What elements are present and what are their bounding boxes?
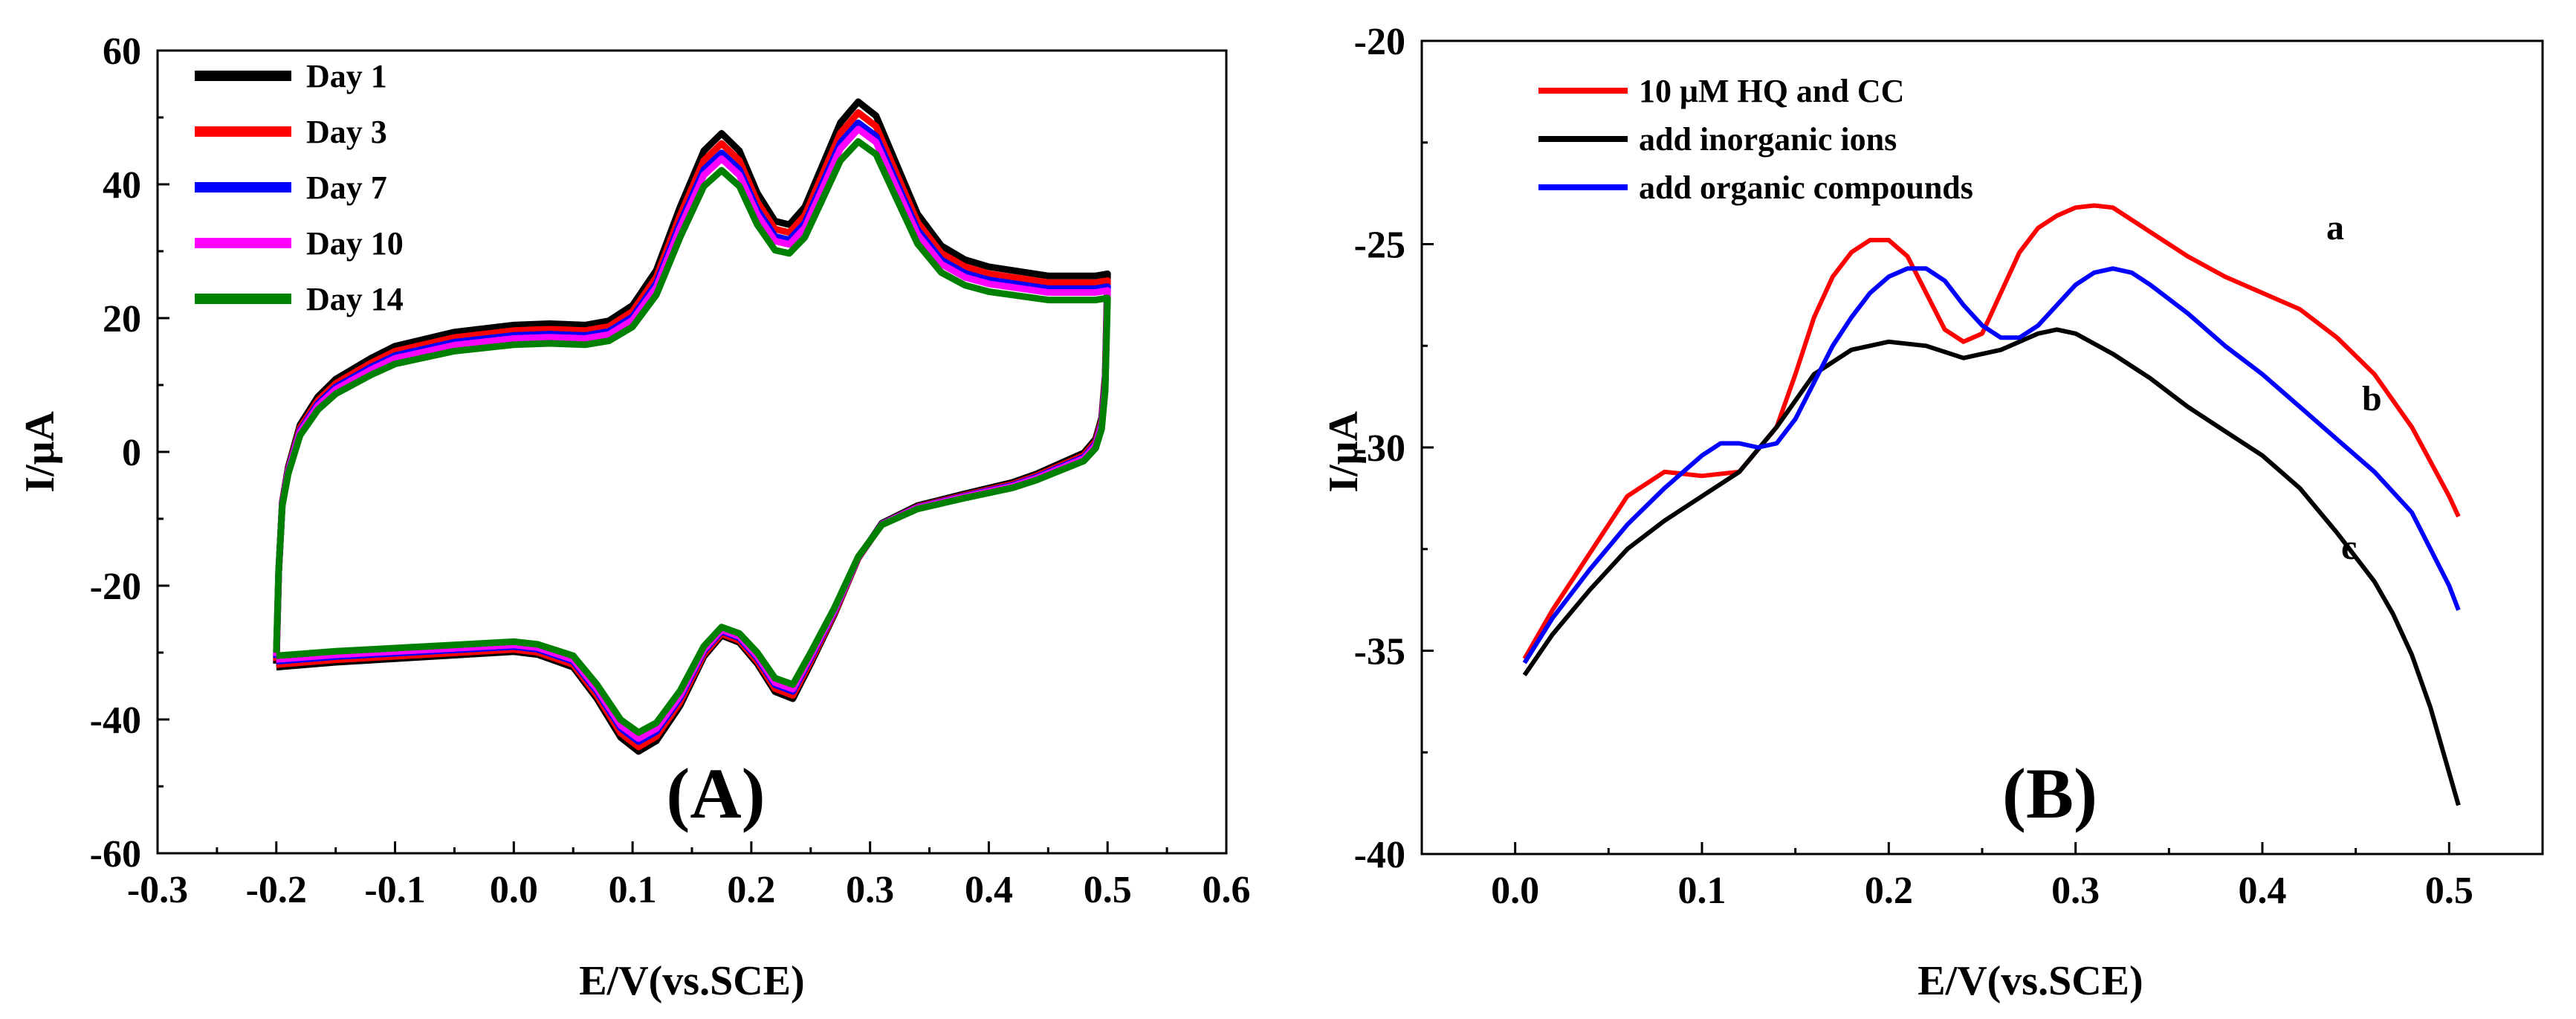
series-line-c — [1522, 327, 2461, 806]
panel-a-curves — [273, 98, 1111, 755]
panel-a-x-tick-label: 0.2 — [727, 869, 775, 911]
panel-b-y-tick-label: -40 — [1354, 834, 1405, 876]
panel-b-y-tick-label: -30 — [1354, 427, 1405, 470]
panel-a-x-ticks: -0.3 -0.2 -0.1 0.0 0.1 0.2 0.3 0.4 0.5 0.6 — [127, 841, 1251, 911]
panel-a-chart: -0.3 -0.2 -0.1 0.0 0.1 0.2 0.3 0.4 0.5 0.6 -60 -40… — [17, 30, 1251, 1004]
panel-a-x-tick-label: 0.3 — [846, 869, 894, 911]
panel-b-curves — [1522, 203, 2461, 806]
panel-b-x-tick-label: 0.4 — [2239, 870, 2287, 912]
panel-b-curve-labels: a c b — [2326, 208, 2382, 567]
panel-a-x-tick-label: 0.4 — [965, 869, 1013, 911]
panel-b-x-tick-label: 0.2 — [1865, 870, 1913, 912]
panel-a-legend-label: Day 7 — [306, 169, 387, 206]
panel-a-legend: Day 1 Day 3 Day 7 Day 10 Day 14 — [195, 58, 404, 317]
panel-b-label: (B) — [2002, 754, 2097, 833]
series-line-b — [1522, 266, 2461, 664]
panel-a-x-tick-label: 0.5 — [1084, 869, 1132, 911]
panel-b-x-ticks: 0.0 0.1 0.2 0.3 0.4 0.5 — [1491, 842, 2473, 912]
panel-b-chart: 0.0 0.1 0.2 0.3 0.4 0.5 -40 -35 -30 -25 -20 E/V(v… — [1321, 21, 2544, 1004]
curve-label-b: b — [2362, 379, 2382, 418]
panel-a-label: (A) — [666, 754, 765, 833]
panel-a-y-axis-title: I/μA — [17, 411, 63, 493]
panel-a-legend-label: Day 3 — [306, 114, 387, 150]
series-line-a — [1522, 203, 2461, 660]
panel-a-y-tick-label: -40 — [90, 699, 141, 742]
panel-b-x-tick-label: 0.3 — [2051, 870, 2100, 912]
panel-b-x-tick-label: 0.0 — [1491, 870, 1539, 912]
panel-b-y-ticks: -40 -35 -30 -25 -20 — [1354, 21, 1434, 876]
panel-b-y-tick-label: -25 — [1354, 224, 1405, 267]
panel-a-x-tick-label: -0.3 — [127, 869, 188, 911]
panel-a-y-tick-label: 60 — [103, 30, 141, 73]
panel-a-x-tick-label: -0.1 — [364, 869, 425, 911]
panel-b-y-tick-label: -20 — [1354, 21, 1405, 63]
panel-b-legend-label: 10 μM HQ and CC — [1639, 73, 1904, 109]
panel-a-x-tick-label: 0.0 — [490, 869, 538, 911]
panel-b-legend-label: add inorganic ions — [1639, 121, 1897, 158]
panel-b-legend-label: add organic compounds — [1639, 169, 1973, 206]
panel-a-legend-label: Day 10 — [306, 225, 404, 262]
panel-a-x-tick-label: 0.1 — [609, 869, 657, 911]
panel-a-legend-label: Day 1 — [306, 58, 387, 94]
panel-a-y-tick-label: -20 — [90, 566, 141, 608]
panel-a-y-ticks: -60 -40 -20 0 20 40 60 — [90, 30, 169, 876]
panel-a-x-tick-label: 0.6 — [1203, 869, 1251, 911]
panel-a-y-tick-label: 40 — [103, 164, 141, 207]
series-line-day-14 — [273, 138, 1111, 736]
panel-a-y-tick-label: 0 — [122, 432, 141, 474]
panel-a-legend-label: Day 14 — [306, 281, 404, 317]
panel-b-y-tick-label: -35 — [1354, 631, 1405, 673]
panel-b-x-tick-label: 0.5 — [2425, 870, 2473, 912]
panel-a-y-tick-label: -60 — [90, 833, 141, 876]
panel-a-y-tick-label: 20 — [103, 298, 141, 340]
curve-label-c: c — [2341, 528, 2357, 567]
panel-b-legend: 10 μM HQ and CC add inorganic ions add org… — [1538, 73, 1973, 206]
panel-a-x-tick-label: -0.2 — [246, 869, 307, 911]
panel-b-y-axis-title: I/μA — [1321, 411, 1367, 493]
panel-a-x-axis-title: E/V(vs.SCE) — [579, 958, 804, 1004]
panel-b-x-axis-title: E/V(vs.SCE) — [1918, 958, 2143, 1004]
panel-b-x-tick-label: 0.1 — [1678, 870, 1726, 912]
curve-label-a: a — [2326, 208, 2344, 248]
